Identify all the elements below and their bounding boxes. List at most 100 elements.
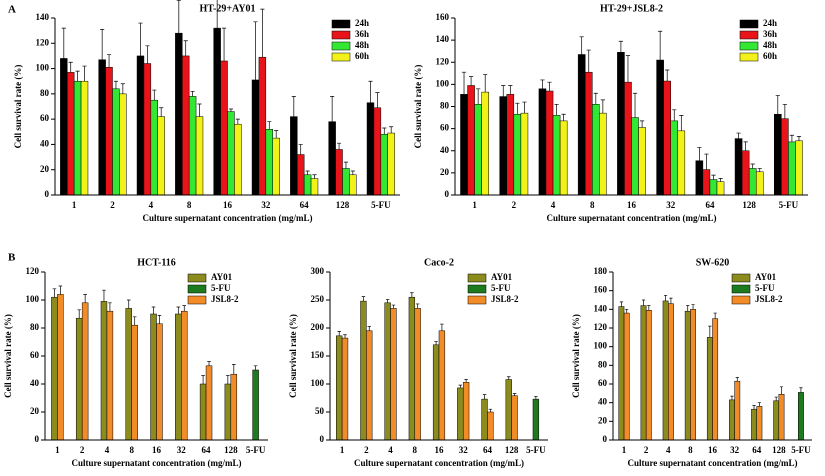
y-tick-label: 80 xyxy=(30,322,40,332)
error-bar xyxy=(554,103,559,116)
y-tick-label: 300 xyxy=(311,266,325,276)
y-tick-label: 50 xyxy=(315,406,325,416)
x-tick-label: 32 xyxy=(261,200,271,210)
bar xyxy=(75,317,83,441)
bar xyxy=(182,55,190,196)
x-tick-label: 32 xyxy=(459,445,469,455)
legend-label: 48h xyxy=(763,40,777,50)
error-bar xyxy=(108,302,112,312)
legend-swatch xyxy=(331,30,351,40)
bar xyxy=(156,323,163,441)
bar xyxy=(220,60,228,196)
error-bar xyxy=(176,306,181,314)
x-tick-label: 128 xyxy=(742,200,756,210)
bar xyxy=(481,91,489,196)
x-tick-label: 2 xyxy=(110,200,115,210)
x-tick-label: 128 xyxy=(336,200,350,210)
bar xyxy=(756,406,763,441)
x-tick-label: 5-FU xyxy=(779,200,799,210)
y-tick-label: 80 xyxy=(40,88,50,98)
error-bar xyxy=(391,304,396,309)
y-tick-label: 140 xyxy=(594,303,608,313)
error-bar xyxy=(216,0,218,29)
error-bar xyxy=(100,29,105,60)
legend-swatch xyxy=(467,273,487,283)
chart-title: Caco-2 xyxy=(424,257,454,268)
error-bar xyxy=(586,49,591,73)
x-tick-label: 8 xyxy=(688,445,693,455)
bar xyxy=(60,58,68,196)
x-tick-label: 2 xyxy=(80,445,85,455)
bar xyxy=(460,94,468,196)
bar xyxy=(734,138,743,196)
error-bar xyxy=(704,153,709,170)
error-bar xyxy=(752,405,756,410)
error-bar xyxy=(679,115,684,131)
bar xyxy=(481,398,488,441)
legend-label: 48h xyxy=(355,40,369,50)
bar xyxy=(511,395,518,441)
error-bar xyxy=(260,8,265,58)
bar xyxy=(798,392,804,441)
bar xyxy=(474,104,482,196)
error-bar xyxy=(83,294,87,303)
error-bar xyxy=(434,341,438,345)
error-bar xyxy=(375,92,380,108)
error-bar xyxy=(106,54,112,68)
error-bar xyxy=(58,285,63,295)
y-tick-label: 180 xyxy=(594,266,608,276)
error-bar xyxy=(228,108,234,112)
bar xyxy=(81,302,89,441)
x-tick-label: 2 xyxy=(364,445,369,455)
bar xyxy=(716,181,725,196)
legend-swatch xyxy=(187,295,207,305)
bar xyxy=(532,398,540,441)
bar xyxy=(373,107,382,196)
error-bar xyxy=(736,132,741,139)
error-bar xyxy=(337,331,341,336)
bar xyxy=(734,380,741,441)
bar xyxy=(98,59,106,196)
legend-swatch xyxy=(739,19,759,29)
x-tick-label: 32 xyxy=(177,445,187,455)
error-bar xyxy=(159,107,164,117)
x-axis-label: Culture supernatant concentration (mg/mL… xyxy=(142,213,312,223)
y-tick-label: 140 xyxy=(36,12,50,22)
error-bar xyxy=(75,70,80,82)
legend-label: 36h xyxy=(763,29,777,39)
y-tick-label: 40 xyxy=(598,397,608,407)
y-tick-label: 20 xyxy=(30,406,40,416)
error-bar xyxy=(190,90,195,97)
x-tick-label: 8 xyxy=(129,445,134,455)
x-tick-label: 32 xyxy=(666,200,676,210)
legend-label: 5-FU xyxy=(755,283,775,293)
bar xyxy=(656,59,664,196)
bar xyxy=(432,344,440,441)
error-bar xyxy=(267,121,272,130)
error-bar xyxy=(600,99,605,114)
error-bar xyxy=(501,85,506,97)
bar xyxy=(778,394,785,441)
y-axis-label: Cell survival rate (%) xyxy=(571,314,581,398)
error-bar xyxy=(482,394,487,400)
x-tick-label: 5-FU xyxy=(526,445,546,455)
x-tick-label: 64 xyxy=(705,200,715,210)
error-bar xyxy=(618,40,624,53)
x-tick-label: 4 xyxy=(105,445,110,455)
bar xyxy=(157,116,165,196)
error-bar xyxy=(476,88,481,105)
y-tick-label: 150 xyxy=(311,350,325,360)
legend-swatch xyxy=(331,41,351,51)
error-bar xyxy=(152,89,157,101)
y-tick-label: 160 xyxy=(436,12,450,22)
error-bar xyxy=(207,361,211,366)
y-tick-label: 100 xyxy=(26,294,40,304)
bar xyxy=(638,127,646,196)
bar xyxy=(773,400,780,441)
y-tick-label: 120 xyxy=(594,322,608,332)
bar xyxy=(592,104,600,196)
y-tick-label: 40 xyxy=(40,138,50,148)
error-bar xyxy=(350,170,355,175)
bar xyxy=(408,296,416,441)
x-tick-label: 128 xyxy=(772,445,786,455)
